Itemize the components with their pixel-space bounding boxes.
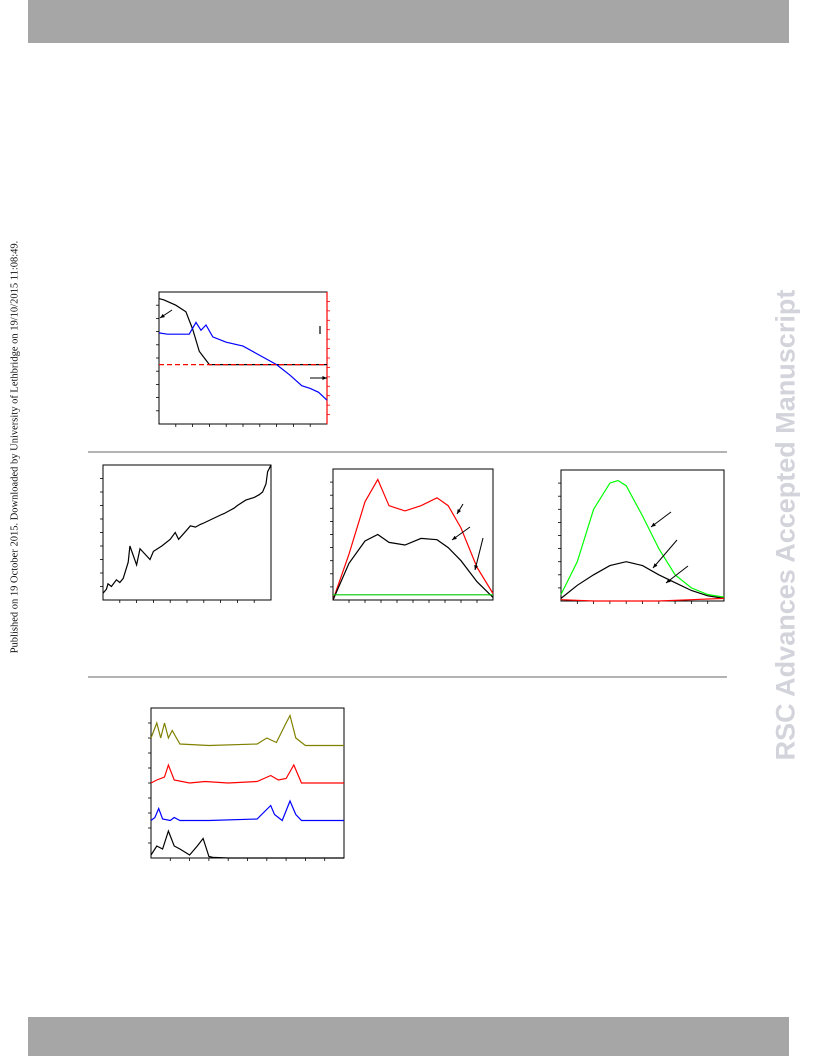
panel-c-series-2: [332, 533, 494, 601]
panel-d-arrow-3-head: [666, 578, 671, 583]
panel-e-series-2: [150, 763, 344, 784]
panel-e-series-1: [150, 713, 344, 747]
panel-d-series-2: [560, 561, 725, 599]
panel-c-arrow-1-head: [457, 509, 462, 514]
panel-d-arrow-2-head: [653, 563, 658, 568]
panel-c-arrow-2-head: [452, 535, 457, 540]
footer-band: [28, 1017, 789, 1056]
panel-d-arrow-1-head: [651, 522, 656, 527]
panel-c-arrow-3-head: [474, 565, 479, 570]
panel-b-frame: [102, 464, 272, 601]
panel-a-series-1: [158, 298, 327, 366]
panel-b-series-1: [102, 464, 272, 594]
header-band: [28, 0, 789, 43]
panel-a-arrow-left-head: [160, 313, 165, 318]
figure-divider-bottom: [88, 676, 727, 678]
panel-c-frame: [332, 468, 494, 601]
panel-a-frame: [158, 291, 328, 425]
panel-e-series-3: [150, 799, 344, 822]
panel-a-series-2: [158, 321, 328, 401]
panel-d-arrow-3: [665, 565, 689, 584]
panel-d-series-1: [560, 479, 725, 598]
panel-d-arrow-2: [652, 539, 678, 569]
panel-e-series-4: [150, 829, 344, 859]
panel-d-series-3: [560, 597, 725, 602]
panel-c-arrow-3: [474, 537, 484, 571]
figure-divider-top: [88, 451, 727, 453]
panel-c-series-1: [332, 478, 494, 601]
panel-a-arrow-right-head: [322, 376, 327, 380]
